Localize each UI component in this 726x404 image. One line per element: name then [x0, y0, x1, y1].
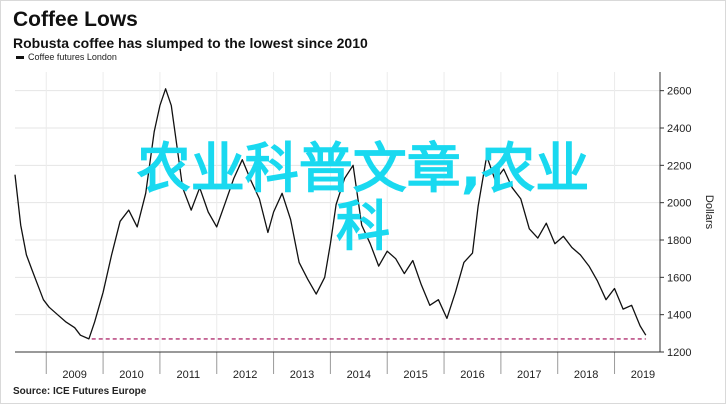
legend-swatch	[16, 56, 24, 59]
x-tick-label: 2010	[119, 369, 143, 381]
grid-lines	[15, 72, 660, 353]
y-tick-label: 2400	[667, 123, 691, 135]
x-tick-label: 2019	[631, 369, 655, 381]
x-tick-label: 2016	[460, 369, 484, 381]
legend-entry-label: Coffee futures London	[28, 52, 117, 62]
x-tick-label: 2009	[62, 369, 86, 381]
x-tick-label: 2014	[347, 369, 371, 381]
x-tick-label: 2011	[176, 369, 200, 381]
x-tick-label: 2012	[233, 369, 257, 381]
x-tick-label: 2015	[403, 369, 427, 381]
y-tick-label: 1200	[667, 347, 691, 359]
x-tick-label: 2013	[290, 369, 314, 381]
x-tick-label: 2017	[517, 369, 541, 381]
axes: 1200 1400 1600 1800 2000 2200 2400 2600 2009 2010…	[15, 72, 715, 381]
chart-subtitle: Robusta coffee has slumped to the lowest…	[13, 35, 368, 51]
legend: Coffee futures London	[16, 52, 117, 62]
y-axis-label: Dollars	[703, 195, 715, 230]
series-layer	[14, 88, 647, 340]
source-note: Source: ICE Futures Europe	[13, 386, 147, 397]
series-line-coffee-futures-london	[14, 88, 647, 340]
y-tick-label: 1600	[667, 272, 691, 284]
y-tick-label: 2000	[667, 198, 691, 210]
y-tick-label: 2600	[667, 86, 691, 98]
y-tick-label: 2200	[667, 160, 691, 172]
y-tick-label: 1400	[667, 310, 691, 322]
y-tick-label: 1800	[667, 235, 691, 247]
chart-title: Coffee Lows	[13, 8, 138, 31]
x-tick-label: 2018	[574, 369, 598, 381]
